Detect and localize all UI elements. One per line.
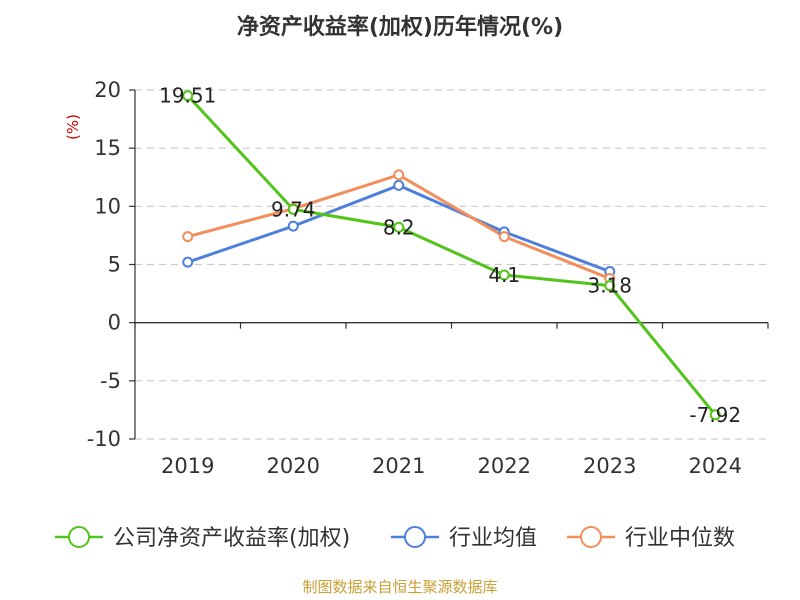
- data-point-series-1: [182, 256, 194, 268]
- legend-marker: [580, 526, 602, 548]
- source-note: 制图数据来自恒生聚源数据库: [302, 578, 497, 596]
- x-tick-label: 2023: [583, 454, 636, 478]
- data-label: 3.18: [587, 274, 632, 298]
- legend-label: 行业中位数: [625, 526, 735, 551]
- legend-marker: [404, 526, 426, 548]
- y-tick-label: 0: [108, 311, 121, 335]
- legend-label: 公司净资产收益率(加权): [113, 526, 350, 551]
- axes: 20 15 10 5 0 -5 -10 2019 2020 2021 2022 2023 2024: [87, 78, 769, 478]
- y-tick-label: 10: [94, 194, 121, 218]
- x-tick-label: 2022: [478, 454, 531, 478]
- y-tick-label: -5: [100, 369, 121, 393]
- data-label: -7.92: [689, 403, 741, 427]
- legend-item-1: 行业均值: [391, 526, 537, 551]
- data-labels: 19.51 9.74 8.2 4.1 3.18 -7.92: [159, 84, 741, 427]
- series-line-0: [186, 94, 717, 416]
- data-point-series-0: [604, 280, 616, 292]
- data-point-series-0: [498, 269, 510, 281]
- series-points: [182, 90, 721, 421]
- x-tick-label: 2019: [161, 454, 214, 478]
- legend-label: 行业均值: [449, 526, 537, 551]
- data-point-series-2: [498, 231, 510, 243]
- legend-item-2: 行业中位数: [567, 526, 735, 551]
- data-point-series-0: [182, 90, 194, 102]
- y-tick-label: 15: [94, 136, 121, 160]
- legend: 公司净资产收益率(加权) 行业均值 行业中位数: [55, 526, 735, 551]
- data-point-series-1: [287, 220, 299, 232]
- y-tick-label: 5: [108, 253, 121, 277]
- x-tick-label: 2024: [689, 454, 742, 478]
- x-tick-label: 2020: [267, 454, 320, 478]
- legend-item-0: 公司净资产收益率(加权): [55, 526, 350, 551]
- data-label: 8.2: [383, 215, 415, 239]
- data-point-series-0: [287, 203, 299, 215]
- legend-marker: [68, 526, 90, 548]
- data-point-series-1: [393, 179, 405, 191]
- data-point-series-2: [393, 169, 405, 181]
- y-tick-label: 20: [94, 78, 121, 102]
- data-point-series-0: [709, 409, 721, 421]
- series-lines: [186, 94, 717, 416]
- x-tick-label: 2021: [372, 454, 425, 478]
- chart-title: 净资产收益率(加权)历年情况(%): [237, 14, 563, 40]
- data-label: 4.1: [488, 263, 520, 287]
- y-axis-unit-label: (%): [64, 114, 82, 140]
- y-tick-label: -10: [87, 427, 121, 451]
- data-label: 9.74: [271, 197, 316, 221]
- data-point-series-0: [393, 221, 405, 233]
- data-point-series-2: [182, 231, 194, 243]
- data-label: 19.51: [159, 84, 216, 108]
